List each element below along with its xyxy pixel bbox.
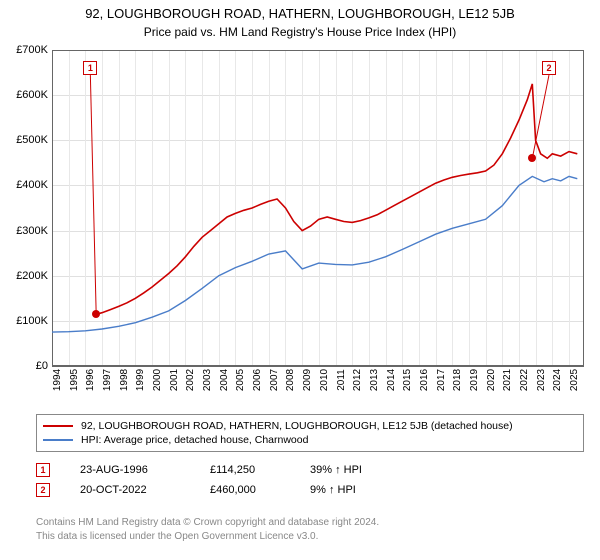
x-tick-label: 2023 (536, 369, 547, 391)
legend-swatch (43, 439, 73, 441)
chart-container: 92, LOUGHBOROUGH ROAD, HATHERN, LOUGHBOR… (0, 0, 600, 560)
transaction-row: 2 20-OCT-2022 £460,000 9% ↑ HPI (36, 480, 400, 500)
legend-row: 92, LOUGHBOROUGH ROAD, HATHERN, LOUGHBOR… (43, 419, 577, 433)
footer-line-2: This data is licensed under the Open Gov… (36, 530, 379, 544)
x-tick-label: 2003 (202, 369, 213, 391)
legend-label: HPI: Average price, detached house, Char… (81, 434, 308, 446)
marker-box-2: 2 (542, 61, 556, 75)
x-tick-label: 2022 (519, 369, 530, 391)
legend-swatch (43, 425, 73, 427)
marker-connector (90, 75, 96, 314)
x-tick-label: 2009 (302, 369, 313, 391)
marker-point-2 (528, 154, 536, 162)
chart-title: 92, LOUGHBOROUGH ROAD, HATHERN, LOUGHBOR… (0, 0, 600, 21)
y-tick-label: £100K (16, 315, 48, 327)
transaction-row: 1 23-AUG-1996 £114,250 39% ↑ HPI (36, 460, 400, 480)
gridline-h (52, 366, 584, 367)
x-tick-label: 2019 (469, 369, 480, 391)
legend-label: 92, LOUGHBOROUGH ROAD, HATHERN, LOUGHBOR… (81, 420, 513, 432)
x-tick-label: 2015 (402, 369, 413, 391)
txn-hpi: 9% ↑ HPI (310, 484, 400, 496)
x-tick-label: 1995 (69, 369, 80, 391)
txn-date: 23-AUG-1996 (80, 464, 180, 476)
x-tick-label: 2012 (352, 369, 363, 391)
x-tick-label: 2005 (235, 369, 246, 391)
x-tick-label: 2008 (285, 369, 296, 391)
x-tick-label: 2024 (552, 369, 563, 391)
chart-lines-svg (52, 50, 584, 366)
x-tick-label: 1997 (102, 369, 113, 391)
x-tick-label: 2017 (436, 369, 447, 391)
txn-hpi: 39% ↑ HPI (310, 464, 400, 476)
x-tick-label: 2002 (185, 369, 196, 391)
series-line-hpi (52, 176, 577, 332)
y-tick-label: £700K (16, 44, 48, 56)
x-tick-label: 2020 (486, 369, 497, 391)
x-tick-label: 2013 (369, 369, 380, 391)
x-tick-label: 2016 (419, 369, 430, 391)
x-tick-label: 1998 (119, 369, 130, 391)
txn-price: £460,000 (210, 484, 280, 496)
x-tick-label: 2004 (219, 369, 230, 391)
series-line-property (96, 84, 577, 315)
x-tick-label: 1994 (52, 369, 63, 391)
x-tick-label: 2001 (169, 369, 180, 391)
y-tick-label: £300K (16, 225, 48, 237)
y-tick-label: £500K (16, 134, 48, 146)
legend-row: HPI: Average price, detached house, Char… (43, 433, 577, 447)
x-tick-label: 2011 (336, 369, 347, 391)
x-tick-label: 1996 (85, 369, 96, 391)
y-tick-label: £0 (36, 360, 48, 372)
x-tick-label: 2018 (452, 369, 463, 391)
footer-line-1: Contains HM Land Registry data © Crown c… (36, 516, 379, 530)
x-tick-label: 2006 (252, 369, 263, 391)
x-tick-label: 2025 (569, 369, 580, 391)
x-tick-label: 2014 (386, 369, 397, 391)
x-tick-label: 2000 (152, 369, 163, 391)
marker-point-1 (92, 310, 100, 318)
x-tick-label: 2007 (269, 369, 280, 391)
txn-price: £114,250 (210, 464, 280, 476)
marker-box-1: 1 (83, 61, 97, 75)
transactions-table: 1 23-AUG-1996 £114,250 39% ↑ HPI 2 20-OCT-202… (36, 460, 400, 500)
x-tick-label: 2010 (319, 369, 330, 391)
txn-marker: 1 (36, 463, 50, 477)
y-tick-label: £200K (16, 270, 48, 282)
chart-subtitle: Price paid vs. HM Land Registry's House … (0, 21, 600, 43)
y-tick-label: £600K (16, 89, 48, 101)
legend-box: 92, LOUGHBOROUGH ROAD, HATHERN, LOUGHBOR… (36, 414, 584, 452)
x-tick-label: 1999 (135, 369, 146, 391)
x-tick-label: 2021 (502, 369, 513, 391)
y-tick-label: £400K (16, 179, 48, 191)
txn-marker: 2 (36, 483, 50, 497)
txn-date: 20-OCT-2022 (80, 484, 180, 496)
footer-text: Contains HM Land Registry data © Crown c… (36, 516, 379, 543)
